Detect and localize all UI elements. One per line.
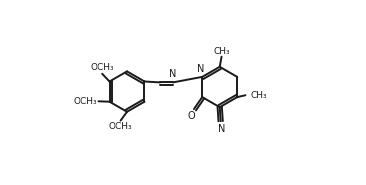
Text: O: O bbox=[188, 111, 195, 121]
Text: OCH₃: OCH₃ bbox=[109, 122, 132, 131]
Text: N: N bbox=[197, 64, 205, 74]
Text: N: N bbox=[169, 69, 177, 79]
Text: CH₃: CH₃ bbox=[250, 91, 267, 100]
Text: N: N bbox=[217, 124, 225, 134]
Text: CH₃: CH₃ bbox=[213, 47, 230, 56]
Text: OCH₃: OCH₃ bbox=[90, 63, 114, 72]
Text: OCH₃: OCH₃ bbox=[74, 97, 98, 106]
